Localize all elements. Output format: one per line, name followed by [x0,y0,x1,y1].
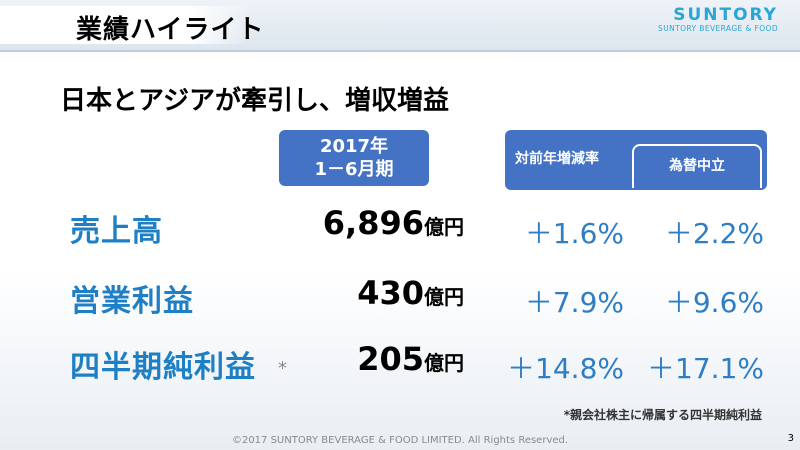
value-number: 6,896 [322,204,424,242]
title-bar [0,6,250,44]
page-title: 業績ハイライト [76,15,265,45]
period-line-1: 2017年 [319,136,389,157]
page-number: 3 [787,433,794,444]
row-label-net-income: 四半期純利益 [70,350,256,385]
row-value-sales: 6,896億円 [323,204,464,242]
row-fx-operating-income: ＋9.6% [664,286,764,319]
logo-sub-text: SUNTORY BEVERAGE & FOOD [658,24,778,33]
value-number: 430 [357,274,424,312]
period-header: 2017年 1－6月期 [279,130,429,186]
value-unit: 億円 [424,351,464,375]
row-fx-net-income: ＋17.1% [647,352,764,385]
row-value-operating-income: 430億円 [357,274,464,312]
header-divider [0,50,800,52]
row-value-net-income: 205億円 [357,340,464,378]
row-yoy-operating-income: ＋7.9% [524,286,624,319]
fx-neutral-header: 為替中立 [632,144,762,188]
row-label-sales: 売上高 [70,214,163,249]
suntory-logo: SUNTORY SUNTORY BEVERAGE & FOOD [658,6,778,34]
slide-subtitle: 日本とアジアが牽引し、増収増益 [60,86,449,116]
value-unit: 億円 [424,215,464,239]
value-unit: 億円 [424,285,464,309]
copyright: ©2017 SUNTORY BEVERAGE & FOOD LIMITED. A… [231,435,569,446]
net-income-asterisk: * [278,358,287,379]
footnote: *親会社株主に帰属する四半期純利益 [563,408,762,422]
row-fx-sales: ＋2.2% [664,217,764,250]
row-yoy-net-income: ＋14.8% [507,352,624,385]
row-label-operating-income: 営業利益 [70,284,194,319]
row-yoy-sales: ＋1.6% [524,217,624,250]
period-line-2: 1－6月期 [314,159,394,180]
yoy-header-label: 対前年増減率 [515,151,599,167]
value-number: 205 [357,340,424,378]
logo-main-text: SUNTORY [673,5,778,25]
